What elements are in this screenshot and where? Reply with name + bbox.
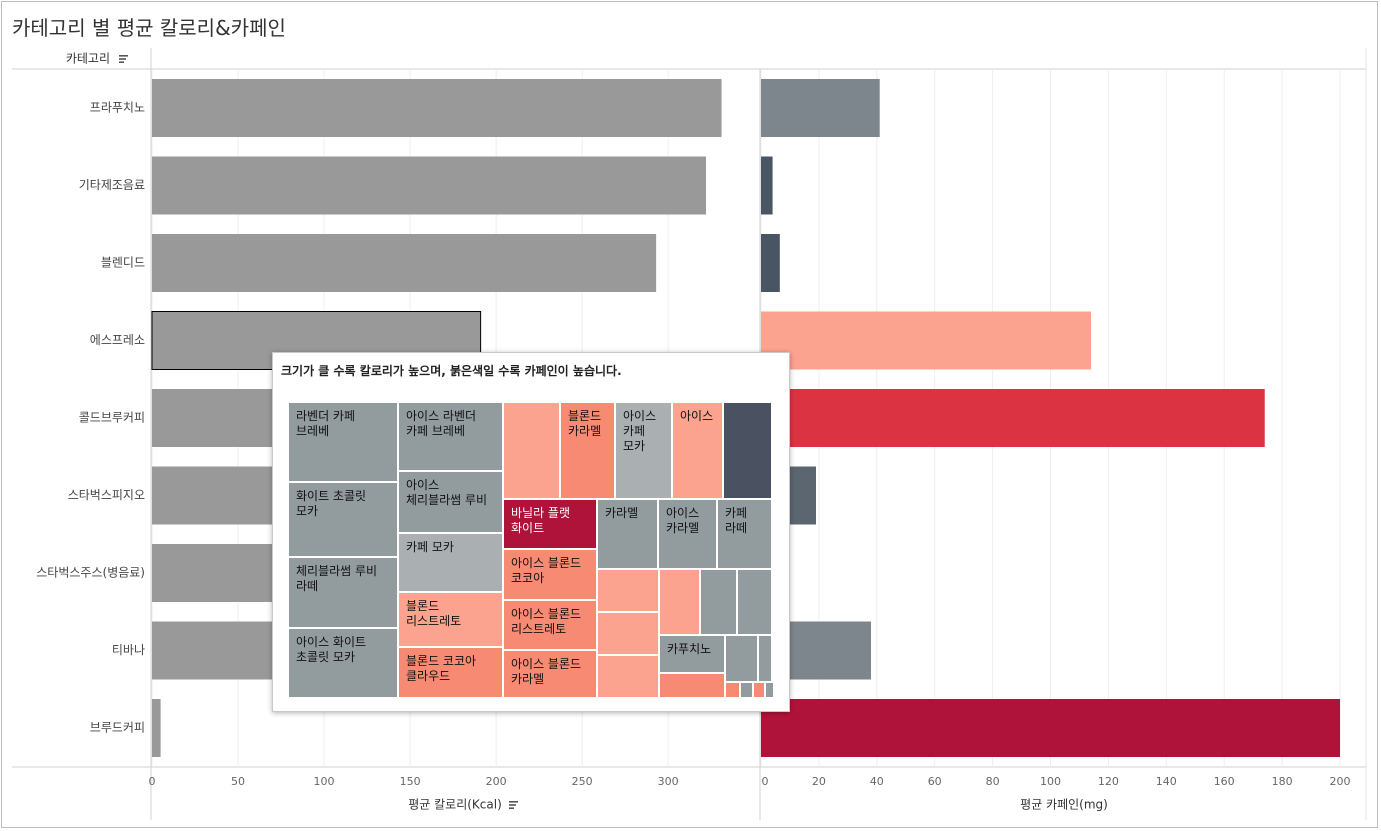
caffeine-tick-label: 80 — [986, 775, 1000, 788]
calorie-bar[interactable] — [152, 156, 707, 215]
treemap-cell: 아이스 — [672, 402, 723, 499]
treemap-cell: 아이스 블론드 코코아 — [503, 549, 597, 600]
calorie-tick-label: 50 — [231, 775, 245, 788]
treemap-cell — [753, 682, 765, 698]
treemap-cell — [659, 673, 725, 698]
treemap-cell — [659, 569, 700, 635]
treemap-cell: 아이스 라벤더 카페 브레베 — [398, 402, 503, 471]
category-sort-icon[interactable] — [119, 55, 128, 63]
treemap-cell: 블론드 리스트레토 — [398, 592, 503, 647]
treemap-cell: 아이스 블론드 카라멜 — [503, 650, 597, 698]
caffeine-tick-label: 120 — [1098, 775, 1119, 788]
treemap-cell: 바닐라 플랫 화이트 — [503, 499, 597, 549]
caffeine-tick-label: 200 — [1330, 775, 1351, 788]
treemap-cell: 라벤더 카페 브레베 — [288, 402, 398, 482]
calorie-bar[interactable] — [152, 79, 722, 137]
tooltip: 크기가 클 수록 칼로리가 높으며, 붉은색일 수록 카페인이 높습니다. 라벤… — [272, 352, 790, 712]
calorie-sort-icon[interactable] — [509, 801, 518, 809]
calorie-bar[interactable] — [152, 699, 161, 757]
calorie-tick-label: 150 — [400, 775, 421, 788]
treemap-cell: 아이스 카라멜 — [658, 499, 717, 569]
caffeine-bar[interactable] — [761, 234, 780, 292]
category-header: 카테고리 — [66, 52, 110, 66]
caffeine-tick-label: 160 — [1214, 775, 1235, 788]
caffeine-bar[interactable] — [761, 156, 773, 215]
treemap-cell: 카페 라떼 — [717, 499, 772, 569]
treemap-cell: 체리블라썸 루비 라떼 — [288, 557, 398, 628]
treemap-cell — [597, 612, 659, 655]
treemap-cell — [725, 682, 740, 698]
category-label: 블렌디드 — [101, 256, 145, 270]
treemap-cell — [700, 569, 737, 635]
calorie-axis-title: 평균 칼로리(Kcal) — [408, 798, 502, 812]
caffeine-tick-label: 180 — [1272, 775, 1293, 788]
treemap-cell — [597, 569, 659, 612]
calorie-tick-label: 200 — [486, 775, 507, 788]
caffeine-bar[interactable] — [761, 79, 880, 137]
category-label: 스타벅스피지오 — [68, 488, 145, 502]
caffeine-bar[interactable] — [761, 699, 1340, 757]
treemap-cell: 아이스 화이트 초콜릿 모카 — [288, 628, 398, 698]
page-title: 카테고리 별 평균 칼로리&카페인 — [12, 16, 286, 40]
treemap-cell — [725, 635, 758, 682]
treemap-cell — [765, 682, 774, 698]
treemap-cell — [503, 402, 560, 499]
treemap-cell — [723, 402, 772, 499]
treemap-cell — [737, 569, 772, 635]
calorie-tick-label: 100 — [314, 775, 335, 788]
treemap-cell — [758, 635, 772, 682]
treemap-cell: 블론드 코코아 클라우드 — [398, 647, 503, 698]
caffeine-tick-label: 0 — [762, 775, 769, 788]
category-label: 스타벅스주스(병음료) — [36, 566, 145, 580]
caffeine-tick-label: 40 — [870, 775, 884, 788]
category-label: 프라푸치노 — [90, 101, 145, 115]
category-label: 기타제조음료 — [79, 178, 145, 192]
caffeine-tick-label: 100 — [1040, 775, 1061, 788]
caffeine-tick-label: 20 — [812, 775, 826, 788]
treemap-cell: 카푸치노 — [659, 635, 725, 673]
caffeine-bar[interactable] — [761, 311, 1092, 370]
calorie-bar[interactable] — [152, 234, 657, 292]
treemap: 라벤더 카페 브레베 화이트 초콜릿 모카 체리블라썸 루비 라떼 아이스 화이트 초… — [288, 402, 774, 698]
caffeine-tick-label: 140 — [1156, 775, 1177, 788]
caffeine-axis-title: 평균 카페인(mg) — [1020, 798, 1108, 812]
treemap-cell: 카라멜 — [597, 499, 658, 569]
treemap-cell — [597, 655, 659, 698]
treemap-cell: 아이스 체리블라썸 루비 — [398, 471, 503, 533]
calorie-tick-label: 0 — [149, 775, 156, 788]
caffeine-bar[interactable] — [761, 389, 1265, 447]
treemap-cell: 아이스 카페 모카 — [615, 402, 672, 499]
category-label: 에스프레소 — [90, 333, 145, 347]
category-label: 브루드커피 — [90, 721, 145, 735]
calorie-tick-label: 300 — [658, 775, 679, 788]
tooltip-title: 크기가 클 수록 칼로리가 높으며, 붉은색일 수록 카페인이 높습니다. — [281, 364, 622, 378]
caffeine-tick-label: 60 — [928, 775, 942, 788]
treemap-cell — [740, 682, 753, 698]
category-label: 티바나 — [112, 643, 145, 657]
calorie-tick-label: 250 — [572, 775, 593, 788]
treemap-cell: 카페 모카 — [398, 533, 503, 592]
treemap-cell: 화이트 초콜릿 모카 — [288, 482, 398, 557]
category-label: 콜드브루커피 — [79, 411, 145, 425]
treemap-cell: 아이스 블론드 리스트레토 — [503, 600, 597, 650]
treemap-cell: 블론드 카라멜 — [560, 402, 615, 499]
